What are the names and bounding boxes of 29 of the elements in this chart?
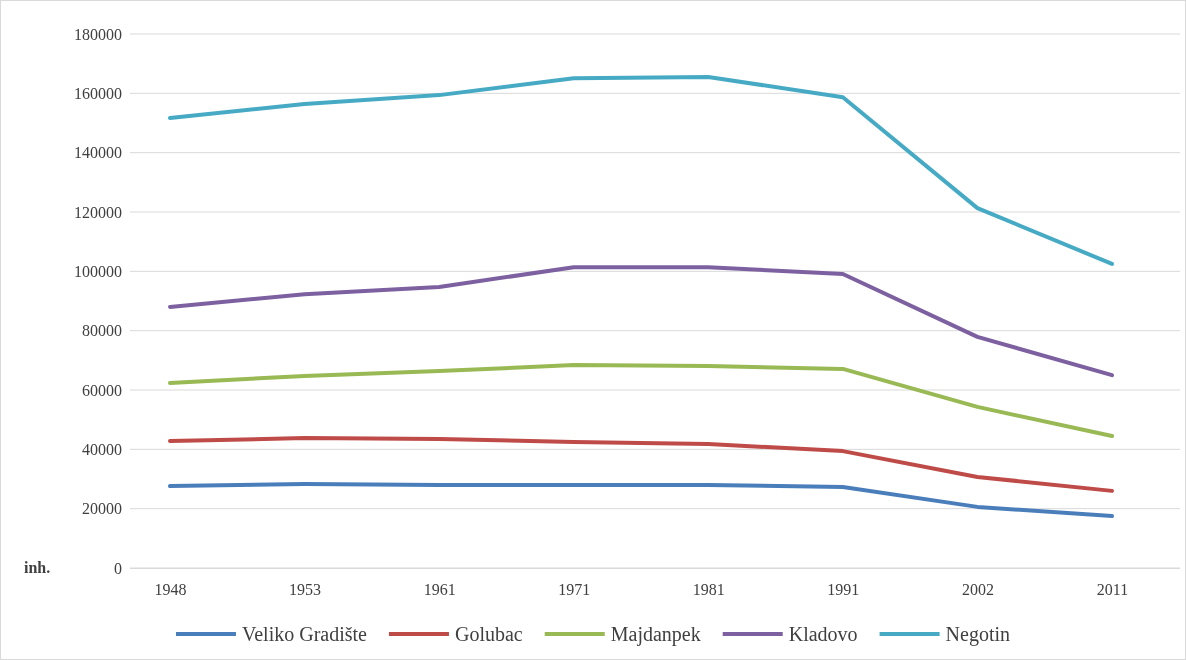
line-series [168, 265, 1114, 378]
line-series [168, 363, 1114, 438]
legend-label: Veliko Gradište [241, 623, 368, 645]
x-tick-label: 2002 [961, 581, 994, 599]
x-tick-label: 1953 [289, 581, 322, 599]
line-series [168, 75, 1114, 266]
line-series [168, 482, 1114, 519]
x-tick-label: 1961 [423, 581, 456, 599]
y-tick-label: 0 [114, 559, 122, 577]
x-tick-label: 1971 [558, 581, 591, 599]
y-tick-label: 80000 [82, 322, 122, 340]
y-tick-label: 60000 [82, 381, 122, 399]
y-tick-label: 140000 [74, 144, 122, 162]
x-tick-label: 1991 [827, 581, 860, 599]
y-tick-label: 180000 [74, 25, 122, 43]
legend-label: Kladovo [788, 623, 858, 645]
y-tick-label: 100000 [74, 262, 122, 280]
y-tick-label: 40000 [82, 440, 122, 458]
y-axis-title: inh. [24, 559, 51, 576]
x-tick-label: 1948 [154, 581, 187, 599]
line-series [168, 436, 1114, 493]
legend-label: Majdanpek [610, 623, 701, 646]
x-tick-label: 1981 [692, 581, 725, 599]
legend-label: Negotin [945, 623, 1011, 646]
y-tick-label: 160000 [74, 84, 122, 102]
x-tick-label: 2011 [1096, 581, 1129, 599]
y-tick-label: 20000 [82, 500, 122, 518]
y-tick-label: 120000 [74, 203, 122, 221]
legend-label: Golubac [454, 623, 523, 645]
